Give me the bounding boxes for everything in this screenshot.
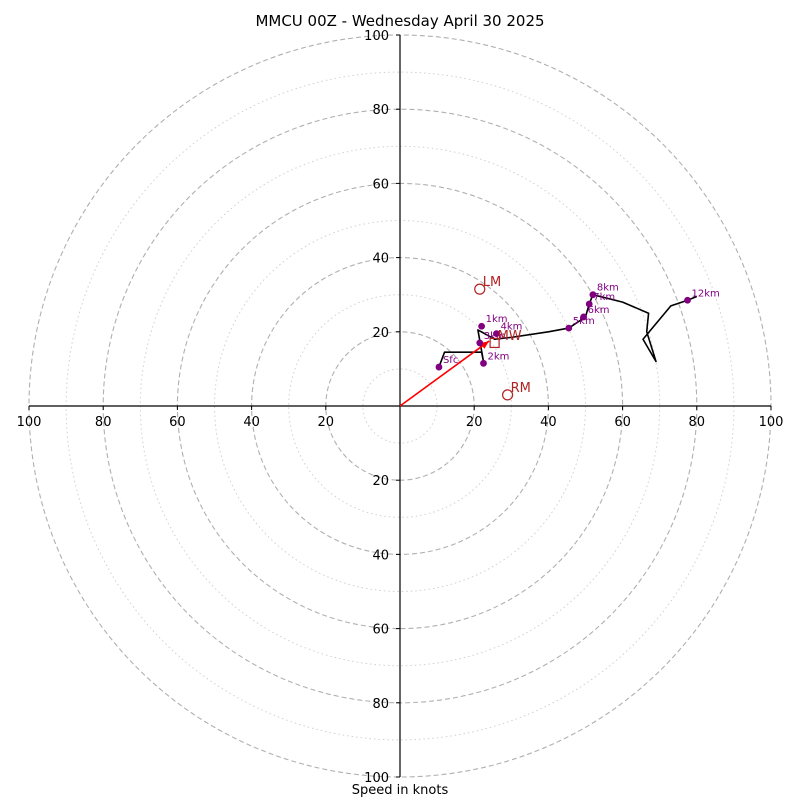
height-point-label: 2km xyxy=(487,351,509,362)
y-tick-label: 80 xyxy=(372,697,389,712)
height-point-marker xyxy=(684,296,691,304)
y-tick-label: 60 xyxy=(372,623,389,638)
y-tick-label: 40 xyxy=(372,252,389,267)
x-tick-label: 100 xyxy=(17,415,42,430)
height-point-marker xyxy=(493,330,500,338)
storm-motion-label: LM xyxy=(483,275,501,290)
storm-motion-label: RM xyxy=(511,381,531,396)
shear-vector-group xyxy=(399,340,490,407)
height-point-label: 7km xyxy=(593,292,615,303)
y-tick-label: 40 xyxy=(372,548,389,563)
storm-motion-marker xyxy=(501,389,514,401)
y-tick-label: 60 xyxy=(372,177,389,192)
y-tick-label: 100 xyxy=(364,771,389,786)
x-tick-label: 100 xyxy=(759,415,784,430)
height-point-label: 5km xyxy=(573,316,595,327)
height-points-group: Sfc1km2km3km4km5km6km7km8km12km xyxy=(435,283,720,371)
height-point-marker xyxy=(580,313,588,321)
hodograph-trace-group xyxy=(438,293,698,368)
x-tick-label: 40 xyxy=(243,415,260,430)
x-tick-label: 40 xyxy=(540,415,557,430)
storm-motion-label: MW xyxy=(498,329,522,344)
storm-motion-marker xyxy=(489,337,500,349)
hodograph-line xyxy=(438,293,698,368)
tick-labels: 100 80 60 40 20 20 40 60 80 100 100 80 60 40 20 20 40 60 8… xyxy=(17,29,784,786)
height-point-marker xyxy=(480,359,487,367)
y-tick-label: 100 xyxy=(364,29,389,44)
height-point-marker xyxy=(585,300,593,308)
height-point-label: 8km xyxy=(597,283,619,294)
y-tick-label: 20 xyxy=(372,326,389,341)
height-point-label: 12km xyxy=(692,288,720,299)
height-point-label: 4km xyxy=(500,322,522,333)
x-tick-label: 20 xyxy=(318,415,335,430)
x-tick-label: 60 xyxy=(614,415,631,430)
x-tick-label: 20 xyxy=(466,415,483,430)
y-tick-label: 20 xyxy=(372,474,389,489)
height-point-marker xyxy=(565,324,573,332)
height-point-label: 1km xyxy=(486,314,508,325)
storm-motion-marker xyxy=(474,283,486,295)
height-point-marker xyxy=(476,339,484,347)
shear-vector-line xyxy=(399,340,490,407)
chart-title: MMCU 00Z - Wednesday April 30 2025 xyxy=(255,12,545,30)
height-point-label: 6km xyxy=(588,305,610,316)
y-tick-label: 80 xyxy=(372,103,389,118)
height-point-marker xyxy=(478,322,486,330)
height-point-label: Sfc xyxy=(443,355,458,366)
storm-motions-group: LM RM MW xyxy=(474,275,531,401)
x-tick-label: 60 xyxy=(169,415,186,430)
x-tick-label: 80 xyxy=(95,415,112,430)
height-point-marker xyxy=(435,363,443,371)
x-axis-label: Speed in knots xyxy=(351,783,449,798)
height-point-marker xyxy=(589,291,597,299)
x-tick-label: 80 xyxy=(689,415,706,430)
